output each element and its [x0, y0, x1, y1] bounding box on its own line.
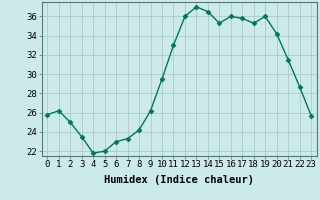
X-axis label: Humidex (Indice chaleur): Humidex (Indice chaleur)	[104, 175, 254, 185]
